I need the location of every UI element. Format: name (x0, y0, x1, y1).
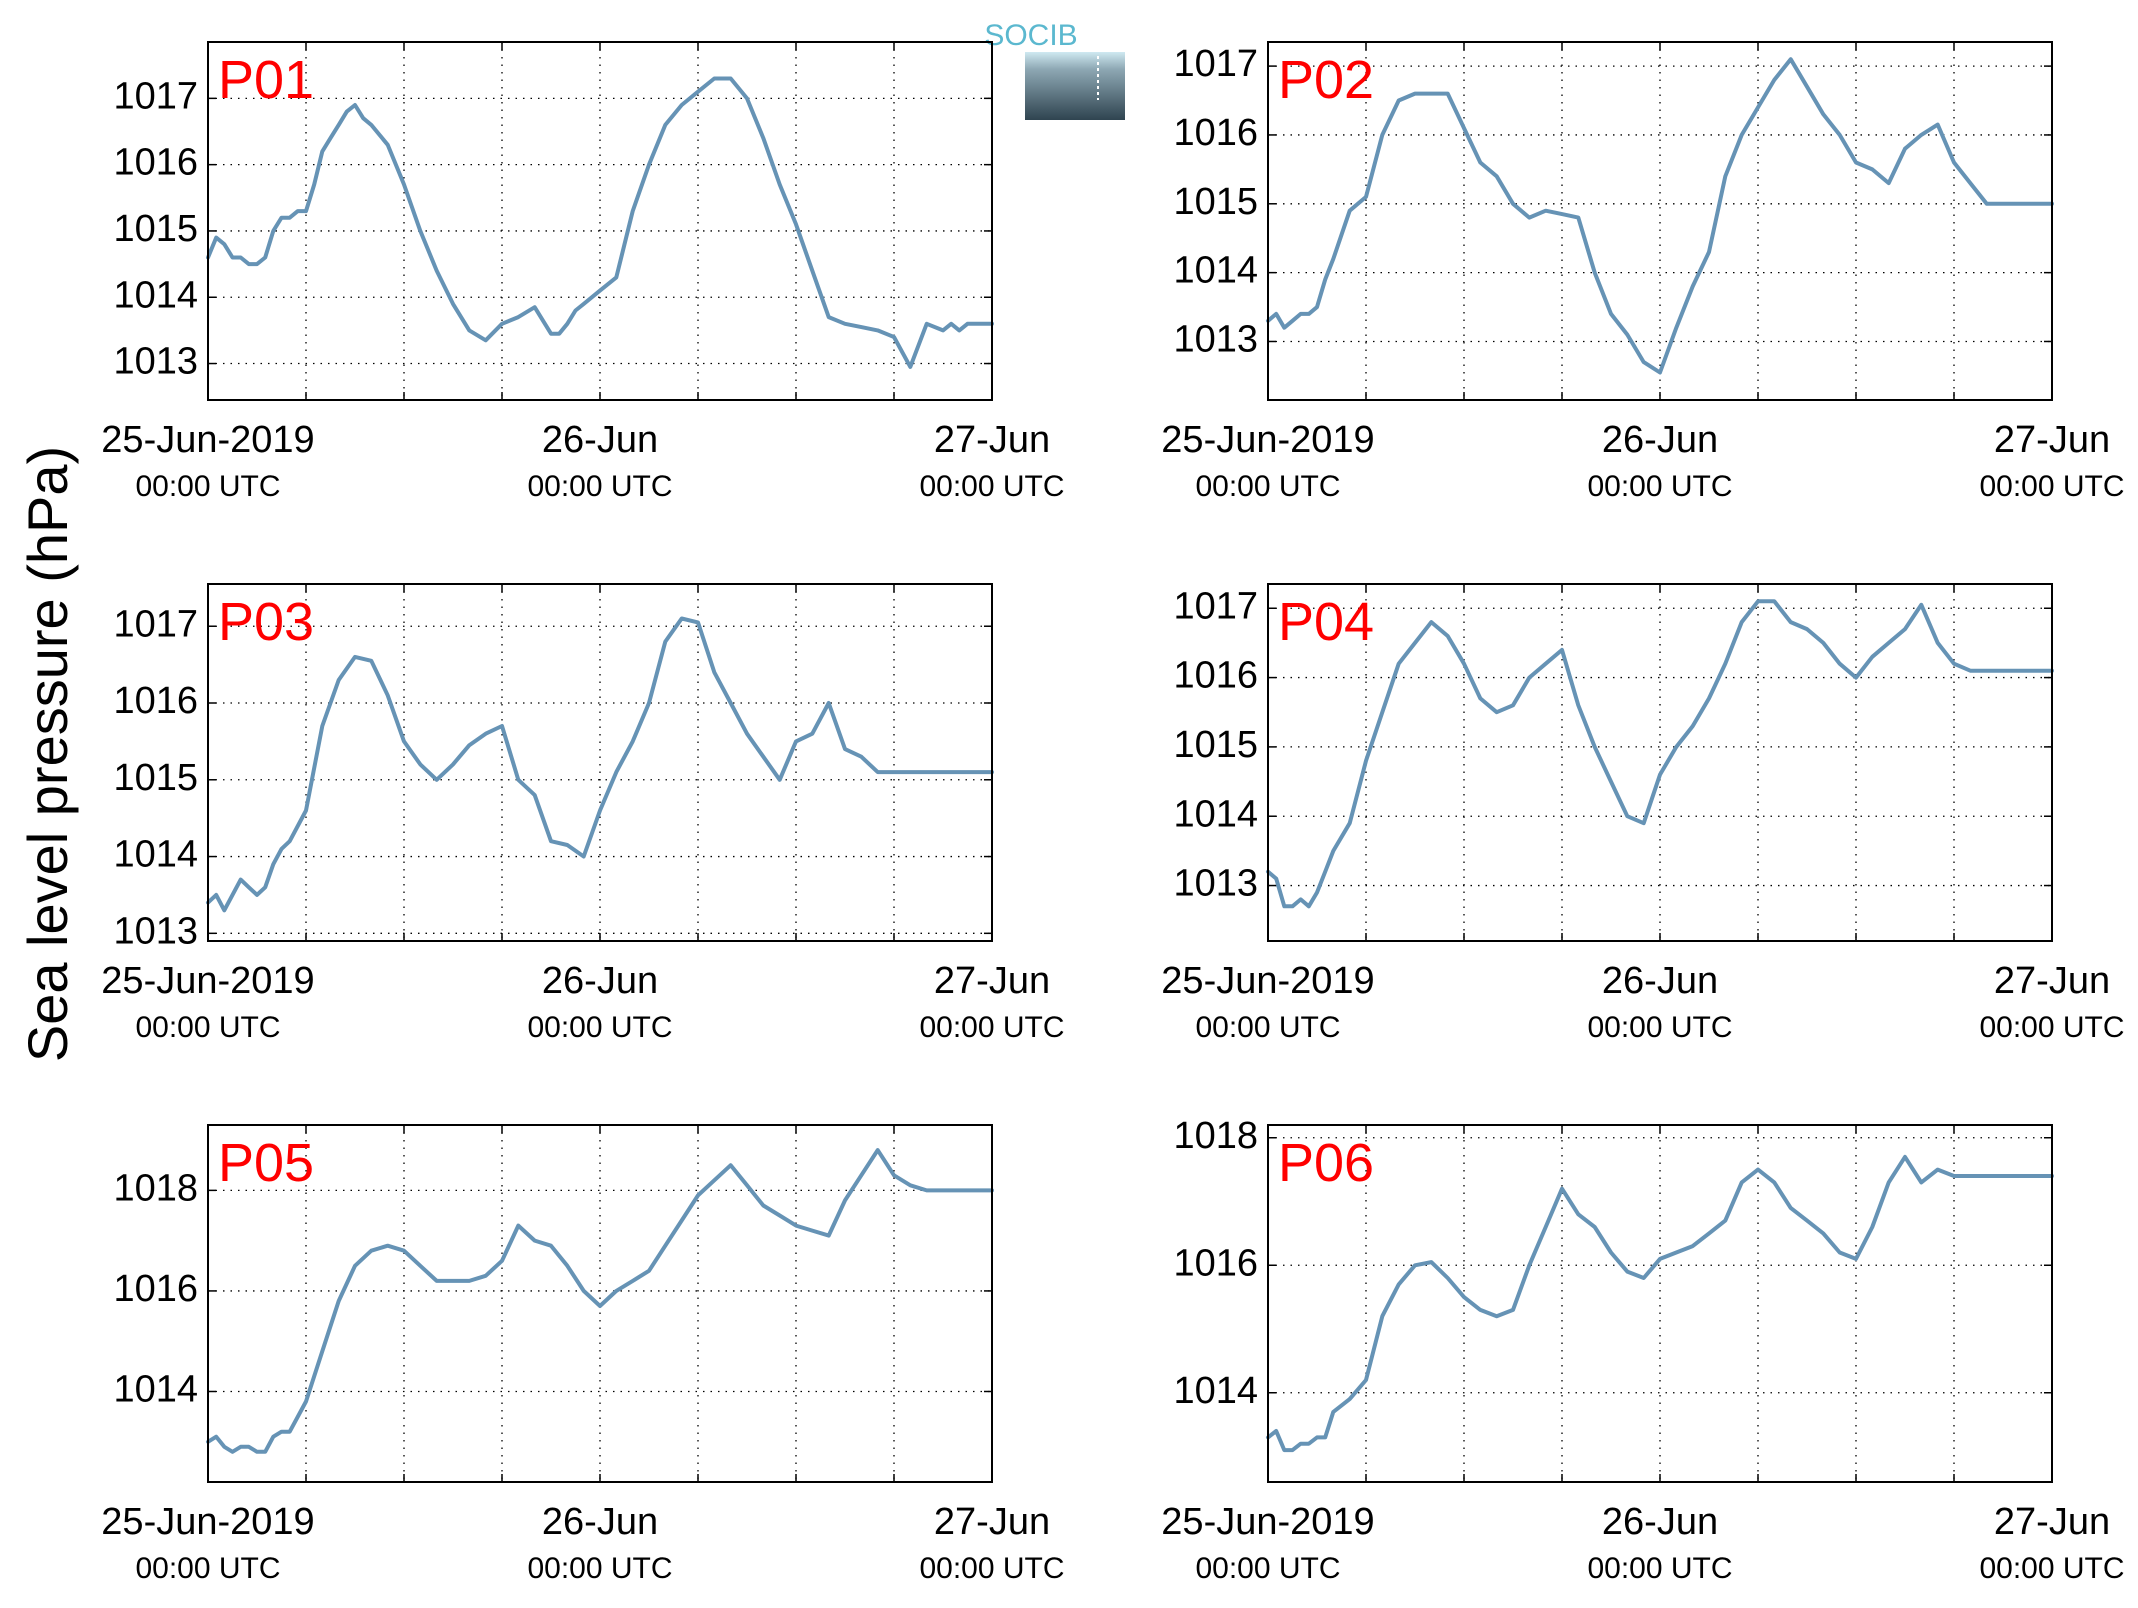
chart-panel-p05: 1014 1016 1018 25-Jun-2019 00:00 UTC 26-Jun 00… (101, 1124, 1065, 1585)
panel-label: P03 (218, 592, 314, 652)
y-tick-label: 1014 (1173, 1370, 1258, 1412)
x-tick-sublabel: 00:00 UTC (919, 470, 1064, 503)
y-tick-label: 1017 (1173, 585, 1258, 627)
chart-panel-p02: 1013 1014 1015 1016 1017 25-Jun-2019 00:00 UTC… (1161, 41, 2125, 503)
y-tick-label: 1013 (113, 341, 198, 383)
y-tick-label: 1014 (113, 1369, 198, 1411)
x-tick-label: 26-Jun (542, 1501, 658, 1543)
y-tick-label: 1016 (1173, 112, 1258, 154)
x-tick-label: 26-Jun (542, 419, 658, 461)
x-tick-sublabel: 00:00 UTC (1979, 470, 2124, 503)
y-tick-label: 1016 (1173, 655, 1258, 697)
chart-panel-p06: 1014 1016 1018 25-Jun-2019 00:00 UTC 26-Jun 00… (1161, 1115, 2124, 1585)
x-tick-sublabel: 00:00 UTC (1587, 1552, 1732, 1585)
x-tick-sublabel: 00:00 UTC (527, 1552, 672, 1585)
series-line-p02 (1266, 57, 2054, 375)
panel-label: P02 (1278, 50, 1374, 110)
x-tick-label: 27-Jun (934, 419, 1050, 461)
chart-panel-p01: 1013 1014 1015 1016 1017 25-Jun-2019 00:00 UTC… (101, 41, 1065, 503)
y-tick-label: 1014 (113, 274, 198, 316)
x-tick-label: 25-Jun-2019 (1161, 419, 1374, 461)
x-tick-sublabel: 00:00 UTC (919, 1011, 1064, 1044)
x-tick-sublabel: 00:00 UTC (1587, 470, 1732, 503)
y-tick-label: 1015 (1173, 724, 1258, 766)
x-tick-label: 26-Jun (542, 960, 658, 1002)
y-tick-label: 1013 (113, 910, 198, 952)
x-tick-sublabel: 00:00 UTC (1195, 470, 1340, 503)
x-tick-label: 25-Jun-2019 (1161, 960, 1374, 1002)
x-tick-sublabel: 00:00 UTC (1587, 1011, 1732, 1044)
x-tick-label: 26-Jun (1602, 960, 1718, 1002)
series-line-p03 (206, 616, 994, 913)
y-tick-label: 1014 (1173, 793, 1258, 835)
y-tick-label: 1017 (113, 75, 198, 117)
y-tick-label: 1013 (1173, 319, 1258, 361)
y-tick-label: 1015 (113, 757, 198, 799)
panel-label: P04 (1278, 592, 1374, 652)
y-tick-label: 1014 (113, 834, 198, 876)
series-line-p06 (1266, 1154, 2054, 1453)
x-tick-label: 25-Jun-2019 (1161, 1501, 1374, 1543)
series-line-p01 (206, 76, 994, 369)
x-tick-label: 25-Jun-2019 (101, 1501, 314, 1543)
y-tick-label: 1016 (113, 142, 198, 184)
y-tick-label: 1016 (113, 1268, 198, 1310)
x-tick-sublabel: 00:00 UTC (135, 1011, 280, 1044)
x-tick-sublabel: 00:00 UTC (1195, 1011, 1340, 1044)
series-line-p04 (1266, 599, 2054, 909)
y-tick-label: 1014 (1173, 250, 1258, 292)
plot-frame (207, 583, 993, 942)
x-tick-label: 27-Jun (934, 960, 1050, 1002)
panels: 1013 1014 1015 1016 1017 25-Jun-2019 00:00 UTC… (101, 41, 2125, 1585)
panel-label: P05 (218, 1133, 314, 1193)
y-tick-label: 1013 (1173, 863, 1258, 905)
x-tick-sublabel: 00:00 UTC (1195, 1552, 1340, 1585)
y-tick-label: 1017 (113, 603, 198, 645)
chart-panel-p04: 1013 1014 1015 1016 1017 25-Jun-2019 00:00 UTC… (1161, 583, 2125, 1044)
panel-label: P01 (218, 50, 314, 110)
y-tick-label: 1017 (1173, 43, 1258, 85)
x-tick-label: 26-Jun (1602, 1501, 1718, 1543)
x-tick-label: 26-Jun (1602, 419, 1718, 461)
panel-label: P06 (1278, 1133, 1374, 1193)
y-tick-label: 1018 (1173, 1115, 1258, 1157)
plot-frame (1267, 583, 2053, 942)
x-tick-sublabel: 00:00 UTC (919, 1552, 1064, 1585)
x-tick-sublabel: 00:00 UTC (135, 1552, 280, 1585)
y-axis-label: Sea level pressure (hPa) (16, 446, 79, 1062)
x-tick-label: 27-Jun (1994, 419, 2110, 461)
chart-panel-p03: 1013 1014 1015 1016 1017 25-Jun-2019 00:00 UTC… (101, 583, 1065, 1044)
series-line-p05 (206, 1148, 994, 1454)
y-tick-label: 1016 (113, 680, 198, 722)
x-tick-label: 25-Jun-2019 (101, 419, 314, 461)
x-tick-sublabel: 00:00 UTC (1979, 1011, 2124, 1044)
x-tick-sublabel: 00:00 UTC (527, 1011, 672, 1044)
logo-text: SOCIB (984, 19, 1077, 52)
plot-frame (207, 41, 993, 401)
plot-frame (207, 1124, 993, 1483)
x-tick-label: 27-Jun (934, 1501, 1050, 1543)
y-tick-label: 1015 (1173, 181, 1258, 223)
y-tick-label: 1016 (1173, 1242, 1258, 1284)
y-tick-label: 1018 (113, 1167, 198, 1209)
y-tick-label: 1015 (113, 208, 198, 250)
plot-frame (1267, 41, 2053, 401)
x-tick-label: 27-Jun (1994, 1501, 2110, 1543)
x-tick-label: 25-Jun-2019 (101, 960, 314, 1002)
x-tick-label: 27-Jun (1994, 960, 2110, 1002)
socib-logo: SOCIB (984, 19, 1125, 120)
x-tick-sublabel: 00:00 UTC (135, 470, 280, 503)
x-tick-sublabel: 00:00 UTC (527, 470, 672, 503)
plot-frame (1267, 1124, 2053, 1483)
x-tick-sublabel: 00:00 UTC (1979, 1552, 2124, 1585)
